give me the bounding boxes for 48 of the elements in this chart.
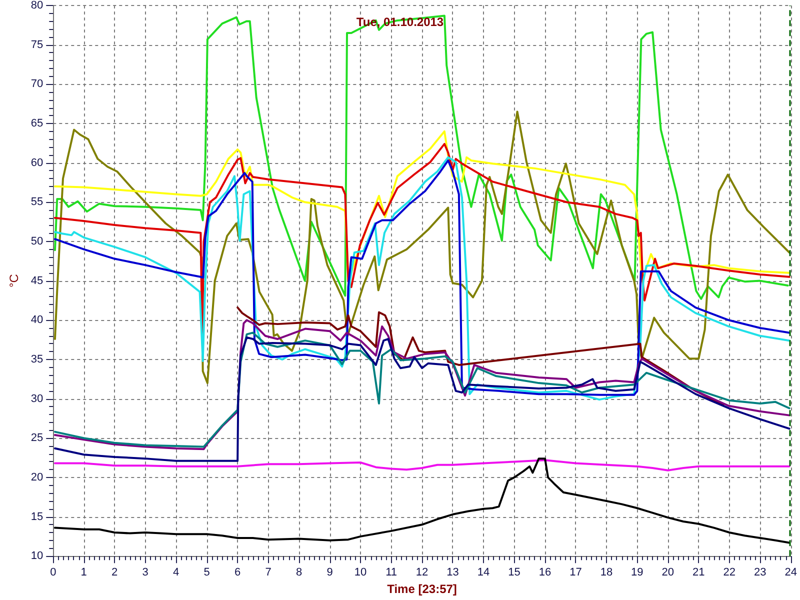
y-axis-title: °C [7,274,21,288]
line-series [54,459,790,472]
x-tick-label: 0 [50,566,56,579]
line-series [54,110,790,384]
x-tick-label: 6 [234,566,241,579]
y-tick-label: 80 [30,0,44,12]
x-tick-label: 23 [754,566,766,579]
x-tick-label: 12 [416,566,428,579]
y-tick-label: 25 [30,432,44,444]
x-tick-label: 20 [662,566,674,579]
y-tick-label: 55 [30,196,44,208]
x-tick-label: 9 [326,566,333,579]
x-tick-label: 2 [112,566,118,579]
y-tick-label: 35 [30,353,44,366]
x-tick-label: 17 [570,566,582,579]
x-tick-label: 19 [631,566,644,579]
line-series [54,14,789,300]
x-tick-label: 3 [142,566,148,579]
x-tick-label: 14 [477,566,490,579]
x-tick-label: 24 [784,566,798,579]
x-tick-label: 1 [80,566,87,579]
x-tick-label: 10 [354,566,367,579]
x-tick-label: 11 [386,566,397,579]
x-tick-label: 5 [204,566,210,579]
x-tick-label: 7 [265,566,272,579]
line-series [54,458,790,544]
x-tick-label: 13 [446,566,459,579]
y-tick-label: 50 [30,235,44,248]
line-series [54,130,790,282]
y-tick-label: 10 [30,550,44,562]
y-tick-label: 20 [30,471,44,484]
x-axis-title: Time [23:57] [387,582,457,596]
y-tick-label: 15 [30,510,44,523]
x-tick-label: 16 [538,566,552,579]
x-tick-label: 15 [508,566,520,579]
x-tick-label: 8 [296,566,302,579]
x-tick-label: 21 [692,566,705,579]
x-tick-label: 18 [600,566,613,579]
y-tick-label: 70 [30,78,44,90]
y-tick-label: 45 [30,274,44,287]
line-series [236,306,724,406]
x-tick-label: 4 [173,566,180,579]
y-tick-label: 75 [30,38,44,51]
y-tick-label: 40 [30,314,44,326]
x-tick-label: 22 [723,566,736,579]
y-tick-label: 60 [30,156,44,169]
y-tick-label: 30 [30,392,44,405]
y-tick-label: 65 [30,117,44,130]
